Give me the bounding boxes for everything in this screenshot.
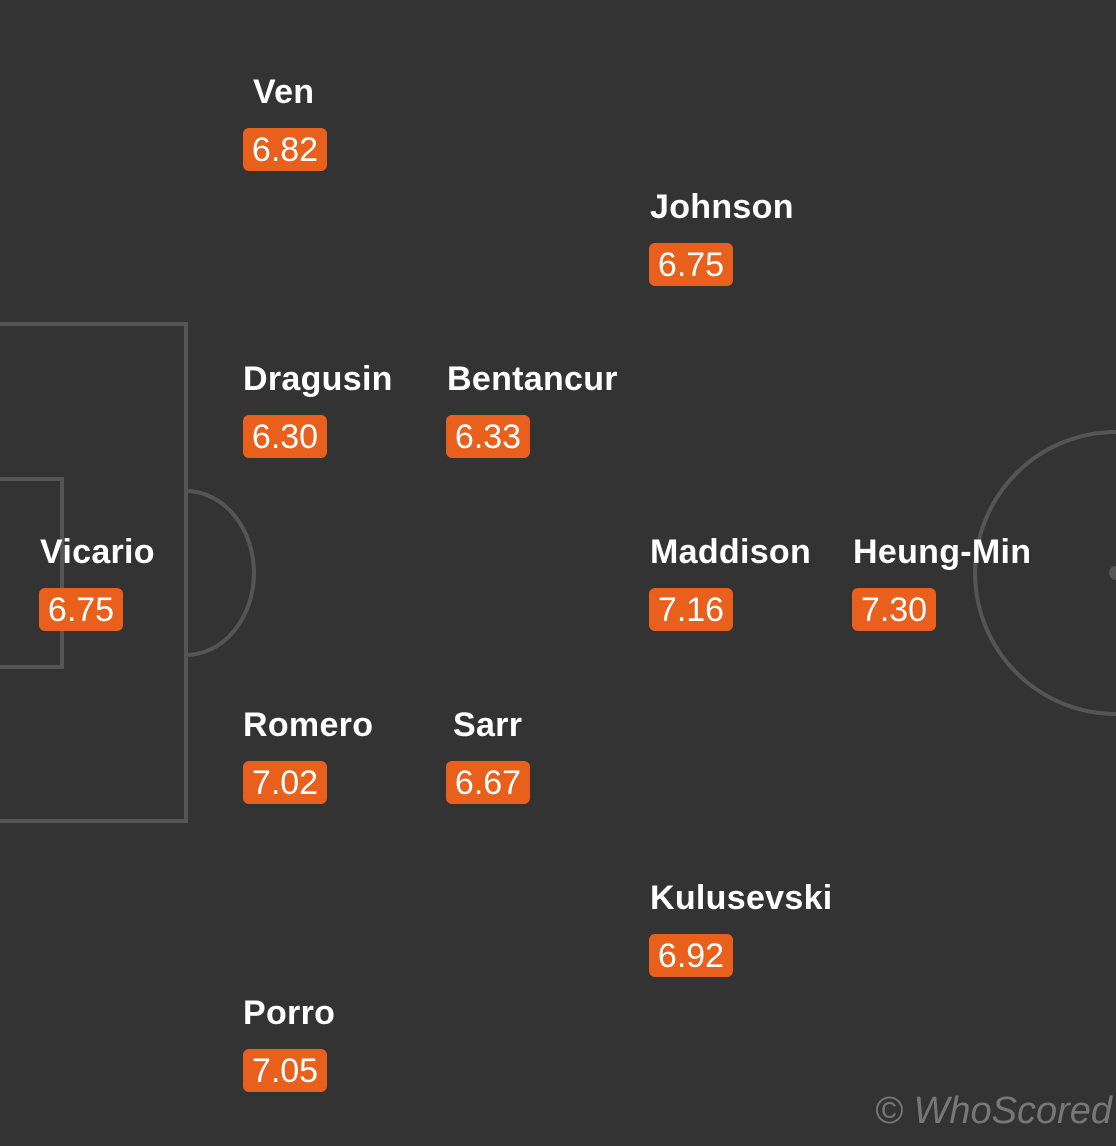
rating-badge: 6.82 [243, 128, 327, 171]
player-name: Maddison [650, 533, 812, 571]
rating-badge: 6.67 [446, 761, 530, 804]
watermark: © WhoScored [874, 1090, 1112, 1132]
rating-badge: 7.02 [243, 761, 327, 804]
rating-badge: 6.75 [649, 243, 733, 286]
penalty-box [0, 322, 188, 823]
player-name: Romero [243, 706, 374, 744]
player-name: Ven [253, 73, 315, 111]
rating-badge: 6.33 [446, 415, 530, 458]
player-name: Bentancur [447, 360, 618, 398]
player-name: Vicario [40, 533, 155, 571]
center-circle [973, 430, 1116, 716]
rating-badge: 6.30 [243, 415, 327, 458]
center-spot [1109, 566, 1116, 580]
rating-badge: 7.30 [852, 588, 936, 631]
rating-badge: 7.16 [649, 588, 733, 631]
player-name: Johnson [650, 188, 794, 226]
player-name: Dragusin [243, 360, 393, 398]
penalty-arc [185, 489, 256, 657]
rating-badge: 7.05 [243, 1049, 327, 1092]
six-yard-box [0, 477, 64, 669]
player-name: Kulusevski [650, 879, 833, 917]
player-name: Porro [243, 994, 336, 1032]
player-name: Sarr [453, 706, 523, 744]
player-name: Heung-Min [853, 533, 1032, 571]
rating-badge: 6.75 [39, 588, 123, 631]
rating-badge: 6.92 [649, 934, 733, 977]
